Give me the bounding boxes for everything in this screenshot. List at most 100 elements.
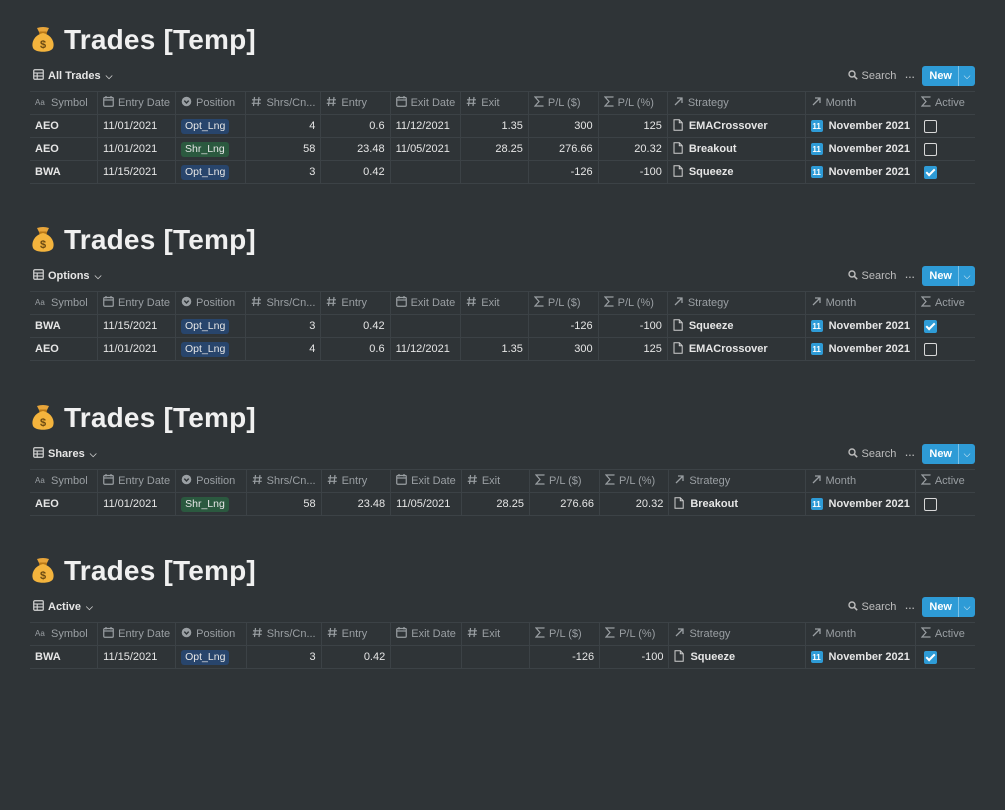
cell-entry[interactable]: 0.6 (320, 337, 391, 361)
cell-entry-date[interactable]: 11/15/2021 (97, 314, 177, 338)
cell-strategy[interactable]: Breakout (667, 137, 806, 161)
cell-exit-date[interactable]: 11/05/2021 (390, 492, 462, 516)
cell-pl-usd[interactable]: 276.66 (528, 137, 599, 161)
new-button-label[interactable]: New (929, 601, 952, 613)
cell-strategy[interactable]: Squeeze (667, 314, 806, 338)
cell-symbol[interactable]: AEO (30, 337, 99, 361)
cell-entry-date[interactable]: 11/01/2021 (97, 337, 177, 361)
cell-month[interactable]: 11 November 2021 (805, 645, 916, 669)
column-header-month[interactable]: Month (805, 622, 916, 646)
strategy-link[interactable]: EMACrossover (688, 343, 768, 355)
view-selector[interactable]: All Trades ⌵ (33, 69, 112, 83)
cell-pl-pct[interactable]: 20.32 (598, 137, 668, 161)
column-header-entry-date[interactable]: Entry Date (97, 469, 177, 493)
cell-pl-usd[interactable]: -126 (529, 645, 601, 669)
strategy-link[interactable]: Squeeze (690, 651, 736, 663)
strategy-link[interactable]: EMACrossover (688, 120, 768, 132)
new-button-label[interactable]: New (929, 270, 952, 282)
column-header-pl-usd[interactable]: P/L ($) (529, 622, 601, 646)
column-header-exit[interactable]: Exit (460, 291, 529, 315)
column-header-exit-date[interactable]: Exit Date (390, 469, 462, 493)
column-header-pl-pct[interactable]: P/L (%) (599, 469, 670, 493)
column-header-pl-pct[interactable]: P/L (%) (598, 91, 668, 115)
cell-exit[interactable]: 28.25 (460, 137, 529, 161)
cell-pl-pct[interactable]: -100 (598, 160, 668, 184)
more-options-icon[interactable]: ··· (904, 268, 915, 284)
cell-pl-pct[interactable]: -100 (599, 645, 670, 669)
new-button[interactable]: New ⌵ (922, 266, 975, 286)
table-row[interactable]: BWA 11/15/2021 Opt_Lng 3 0.42 -126 -100 Squeeze… (30, 645, 975, 669)
search-button[interactable]: Search (847, 69, 896, 83)
column-header-shares[interactable]: Shrs/Cn... (246, 622, 322, 646)
column-header-position[interactable]: Position (175, 622, 247, 646)
column-header-position[interactable]: Position (175, 291, 247, 315)
column-header-strategy[interactable]: Strategy (667, 91, 806, 115)
strategy-link[interactable]: Breakout (688, 143, 737, 155)
cell-exit-date[interactable]: 11/12/2021 (390, 114, 462, 138)
page-title[interactable]: Trades [Temp] (64, 24, 256, 55)
cell-month[interactable]: 11 November 2021 (805, 492, 916, 516)
cell-entry-date[interactable]: 11/01/2021 (97, 492, 177, 516)
cell-entry[interactable]: 0.42 (321, 645, 392, 669)
cell-shares[interactable]: 4 (245, 337, 322, 361)
cell-pl-pct[interactable]: 125 (598, 114, 668, 138)
column-header-shares[interactable]: Shrs/Cn... (245, 291, 322, 315)
cell-entry[interactable]: 23.48 (321, 492, 392, 516)
month-link[interactable]: November 2021 (828, 343, 910, 355)
column-header-pl-pct[interactable]: P/L (%) (599, 622, 670, 646)
column-header-active[interactable]: Active (915, 622, 975, 646)
page-title[interactable]: Trades [Temp] (64, 224, 256, 255)
cell-shares[interactable]: 3 (245, 314, 322, 338)
cell-symbol[interactable]: AEO (30, 114, 99, 138)
cell-entry[interactable]: 0.42 (320, 160, 391, 184)
cell-strategy[interactable]: Squeeze (667, 160, 806, 184)
new-button[interactable]: New ⌵ (922, 66, 975, 86)
column-header-pl-pct[interactable]: P/L (%) (598, 291, 668, 315)
cell-shares[interactable]: 58 (245, 137, 322, 161)
column-header-exit[interactable]: Exit (461, 622, 531, 646)
column-header-month[interactable]: Month (805, 291, 916, 315)
month-link[interactable]: November 2021 (828, 120, 910, 132)
column-header-entry[interactable]: Entry (321, 622, 392, 646)
active-checkbox[interactable] (923, 119, 937, 133)
cell-strategy[interactable]: EMACrossover (667, 114, 806, 138)
cell-entry-date[interactable]: 11/01/2021 (97, 137, 177, 161)
table-row[interactable]: BWA 11/15/2021 Opt_Lng 3 0.42 -126 -100 Squeeze… (30, 160, 975, 184)
cell-symbol[interactable]: AEO (30, 137, 99, 161)
active-checkbox[interactable] (923, 650, 937, 664)
cell-exit-date[interactable] (390, 645, 462, 669)
cell-pl-usd[interactable]: -126 (528, 160, 599, 184)
column-header-entry-date[interactable]: Entry Date (97, 291, 177, 315)
cell-entry-date[interactable]: 11/01/2021 (97, 114, 177, 138)
table-row[interactable]: AEO 11/01/2021 Shr_Lng 58 23.48 11/05/2021 28.… (30, 137, 975, 161)
column-header-strategy[interactable]: Strategy (668, 469, 806, 493)
month-link[interactable]: November 2021 (828, 651, 910, 663)
cell-exit[interactable] (461, 645, 531, 669)
active-checkbox[interactable] (923, 165, 937, 179)
view-selector[interactable]: Shares ⌵ (33, 447, 97, 461)
cell-position[interactable]: Opt_Lng (175, 160, 247, 184)
column-header-symbol[interactable]: Aa Symbol (30, 91, 99, 115)
table-row[interactable]: AEO 11/01/2021 Opt_Lng 4 0.6 11/12/2021 1.35 30… (30, 114, 975, 138)
active-checkbox[interactable] (923, 142, 937, 156)
strategy-link[interactable]: Squeeze (688, 320, 734, 332)
cell-month[interactable]: 11 November 2021 (805, 337, 916, 361)
cell-pl-usd[interactable]: 300 (528, 114, 599, 138)
cell-exit-date[interactable] (390, 314, 462, 338)
search-button[interactable]: Search (847, 600, 896, 614)
month-link[interactable]: November 2021 (828, 320, 910, 332)
cell-shares[interactable]: 58 (246, 492, 322, 516)
cell-symbol[interactable]: BWA (30, 314, 99, 338)
cell-exit-date[interactable]: 11/12/2021 (390, 337, 462, 361)
search-button[interactable]: Search (847, 447, 896, 461)
column-header-active[interactable]: Active (915, 91, 975, 115)
column-header-entry[interactable]: Entry (320, 91, 391, 115)
cell-pl-usd[interactable]: -126 (528, 314, 599, 338)
more-options-icon[interactable]: ··· (904, 446, 915, 462)
cell-pl-pct[interactable]: -100 (598, 314, 668, 338)
chevron-down-icon[interactable]: ⌵ (958, 266, 975, 286)
column-header-symbol[interactable]: Aa Symbol (30, 469, 99, 493)
cell-exit[interactable] (460, 160, 529, 184)
table-row[interactable]: AEO 11/01/2021 Shr_Lng 58 23.48 11/05/2021 28.… (30, 492, 975, 516)
cell-pl-usd[interactable]: 300 (528, 337, 599, 361)
